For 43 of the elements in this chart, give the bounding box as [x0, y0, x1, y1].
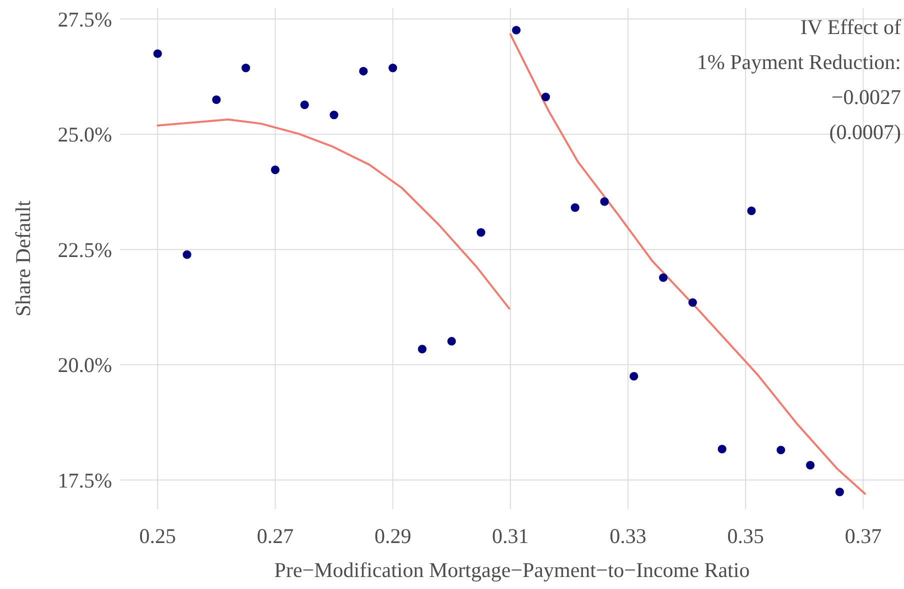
point	[658, 273, 668, 282]
point	[270, 165, 280, 174]
point	[182, 250, 192, 259]
point	[212, 95, 221, 104]
annotation: IV Effect of	[800, 15, 901, 39]
x-tick-label: 0.33	[610, 524, 646, 548]
point	[776, 446, 786, 454]
x-tick-label: 0.27	[256, 524, 294, 548]
x-tick-label: 0.29	[374, 524, 412, 548]
point	[688, 298, 697, 307]
x-axis-title: Pre−Modification Mortgage−Payment−to−Income Ratio	[274, 558, 750, 582]
point	[806, 460, 815, 470]
y-tick-label: 25.0%	[58, 122, 112, 147]
annotation: 1% Payment Reduction:	[696, 50, 901, 74]
point	[476, 228, 486, 237]
point	[300, 100, 309, 110]
annotation: (0.0007)	[829, 120, 901, 144]
y-tick-label: 20.0%	[58, 353, 112, 378]
point	[512, 26, 521, 34]
point	[447, 336, 456, 346]
point	[835, 488, 844, 496]
annotation: −0.0027	[831, 85, 901, 109]
point	[242, 64, 250, 72]
point	[600, 197, 609, 206]
x-tick-label: 0.37	[844, 524, 882, 548]
x-tick-label: 0.25	[139, 524, 176, 548]
point	[718, 444, 726, 454]
y-tick-label: 22.5%	[58, 238, 112, 262]
point	[330, 110, 338, 120]
point	[359, 66, 368, 76]
y-axis-title: Share Default	[11, 200, 35, 317]
line-series	[156, 118, 510, 310]
point	[747, 206, 756, 216]
point	[418, 344, 427, 354]
point	[153, 49, 162, 58]
y-tick-label: 17.5%	[58, 468, 112, 492]
point	[388, 64, 398, 72]
point	[570, 203, 580, 212]
x-tick-label: 0.35	[727, 524, 764, 548]
x-tick-label: 0.31	[492, 524, 529, 548]
y-tick-label: 27.5%	[58, 7, 112, 32]
point	[630, 372, 638, 381]
point	[541, 92, 550, 102]
